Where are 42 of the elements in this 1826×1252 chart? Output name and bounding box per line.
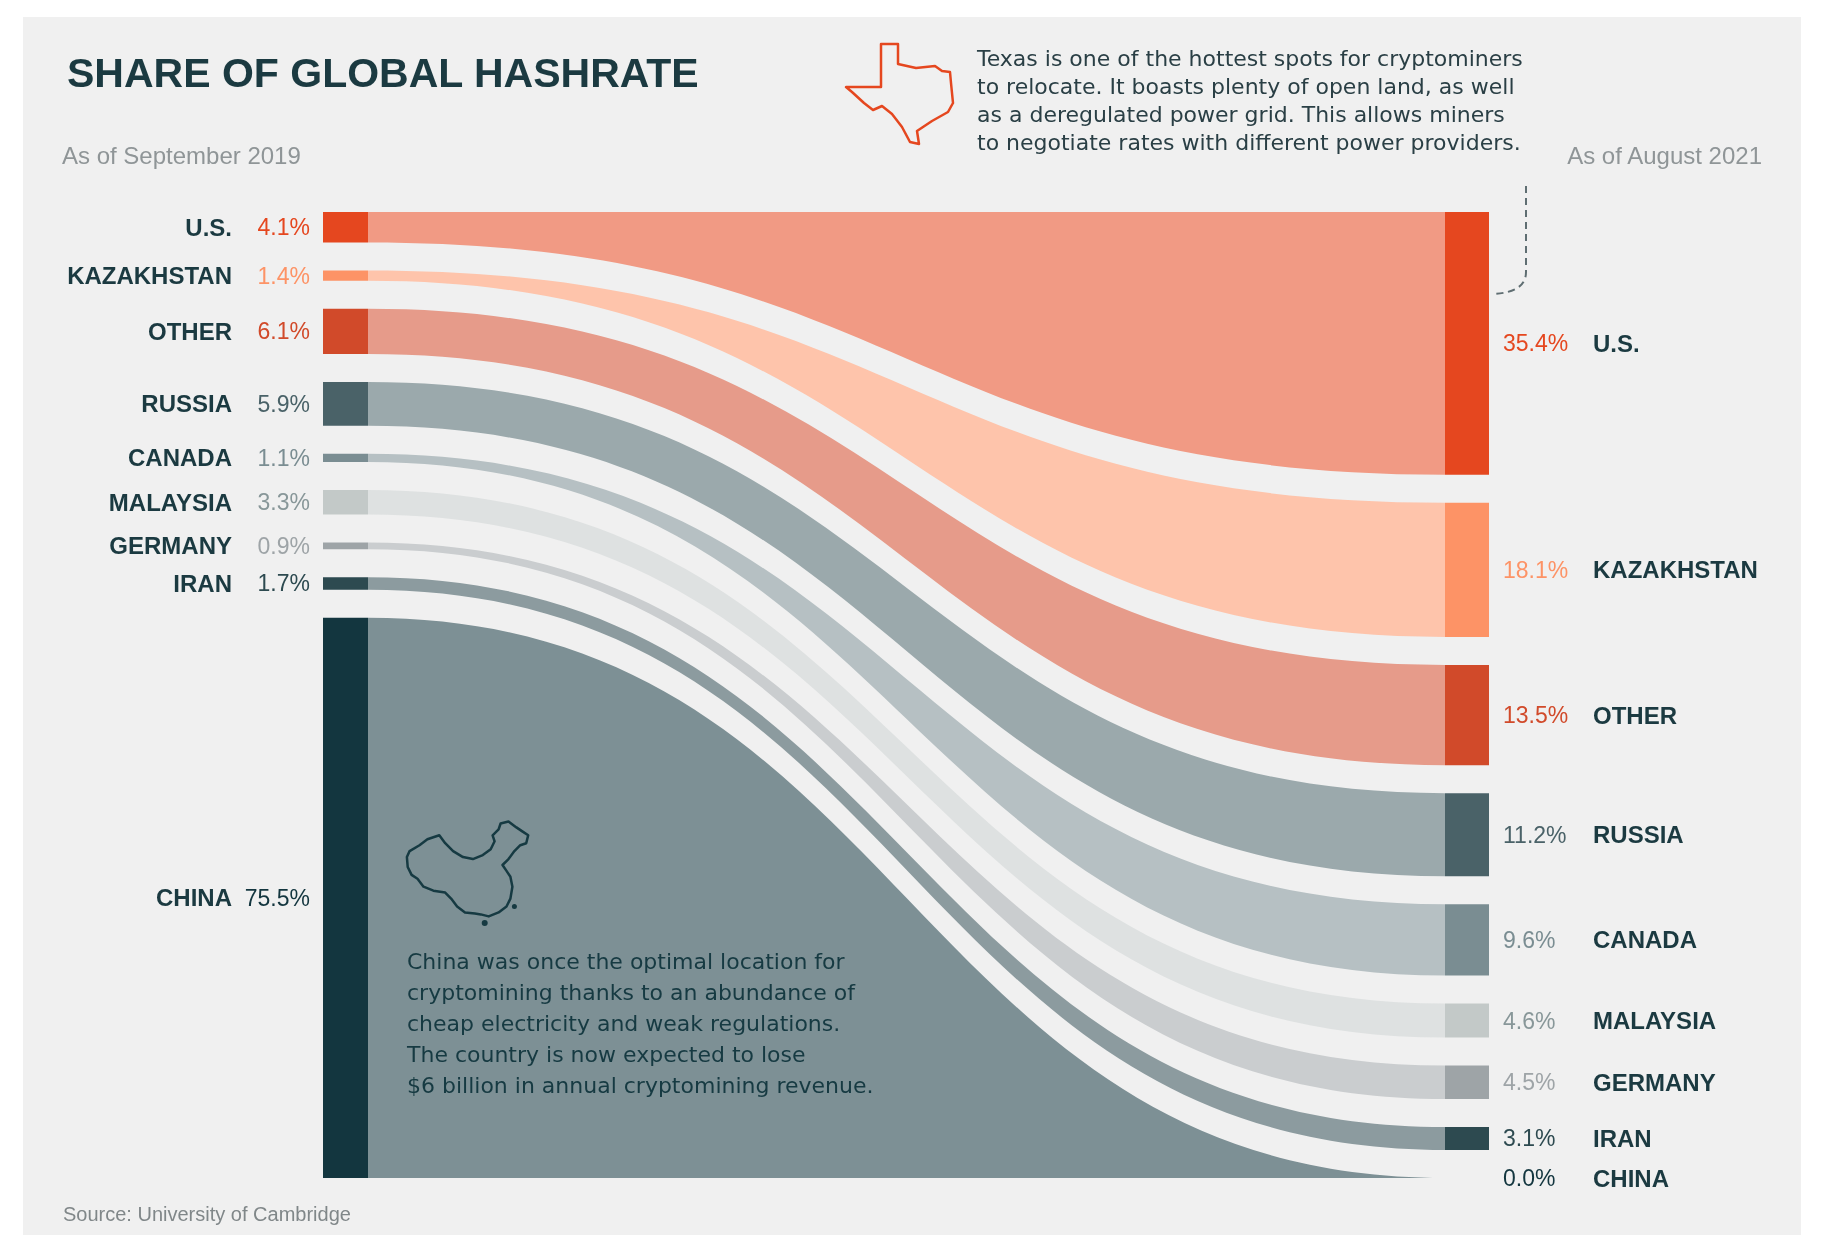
data-label: 4.5% <box>1503 1069 1556 1096</box>
data-label: 75.5% <box>244 884 310 911</box>
data-label: 5.9% <box>257 390 310 417</box>
category-label: MALAYSIA <box>108 488 232 516</box>
text: As of August 2021 <box>1567 141 1762 169</box>
data-label: 4.1% <box>257 214 310 241</box>
data-label: 1.4% <box>257 262 310 289</box>
category-label: KAZAKHSTAN <box>67 262 232 290</box>
category-label: U.S. <box>185 213 232 241</box>
data-label: 0.9% <box>257 532 310 559</box>
category-label: RUSSIA <box>141 390 232 418</box>
data-label: 9.6% <box>1503 926 1556 953</box>
text: China was once the optimal location for cryptomining thanks to an abundance of cheap electricity and weak regulations. The country is now expected to lose $6 billion in annual cryptomining revenue. <box>406 949 874 1098</box>
data-label: 13.5% <box>1503 702 1569 729</box>
source-note: Source: University of Cambridge <box>63 1203 351 1225</box>
data-label: 18.1% <box>1503 556 1569 583</box>
category-label: IRAN <box>173 569 232 597</box>
data-label: 1.7% <box>257 570 310 597</box>
category-label: CHINA <box>156 884 232 912</box>
category-label: IRAN <box>1593 1125 1652 1152</box>
category-label: OTHER <box>1593 701 1677 729</box>
category-label: RUSSIA <box>1593 821 1684 849</box>
data-label: 6.1% <box>257 318 310 345</box>
data-label: 35.4% <box>1503 330 1569 357</box>
data-label: 11.2% <box>1503 821 1567 848</box>
category-label: MALAYSIA <box>1593 1007 1717 1035</box>
data-label: 3.1% <box>1503 1125 1556 1152</box>
data-label: 0.0% <box>1503 1165 1556 1191</box>
category-label: KAZAKHSTAN <box>1593 556 1758 584</box>
text: As of September 2019 <box>62 141 301 169</box>
text: SHARE OF GLOBAL HASHRATE <box>67 49 699 96</box>
category-label: OTHER <box>148 317 232 345</box>
data-label: 4.6% <box>1503 1007 1556 1034</box>
category-label: GERMANY <box>1593 1068 1716 1096</box>
data-label: 1.1% <box>257 444 310 471</box>
category-label: CANADA <box>1593 926 1697 954</box>
category-label: CHINA <box>1593 1164 1669 1192</box>
category-label: GERMANY <box>109 532 232 560</box>
category-label: CANADA <box>128 444 232 472</box>
category-label: U.S. <box>1593 329 1640 357</box>
text: Texas is one of the hottest spots for cryptominers to relocate. It boasts plenty of open land, as well as a deregulated power grid. This allows miners to negotiate rates with different power providers. <box>976 45 1523 155</box>
data-label: 3.3% <box>257 489 310 516</box>
